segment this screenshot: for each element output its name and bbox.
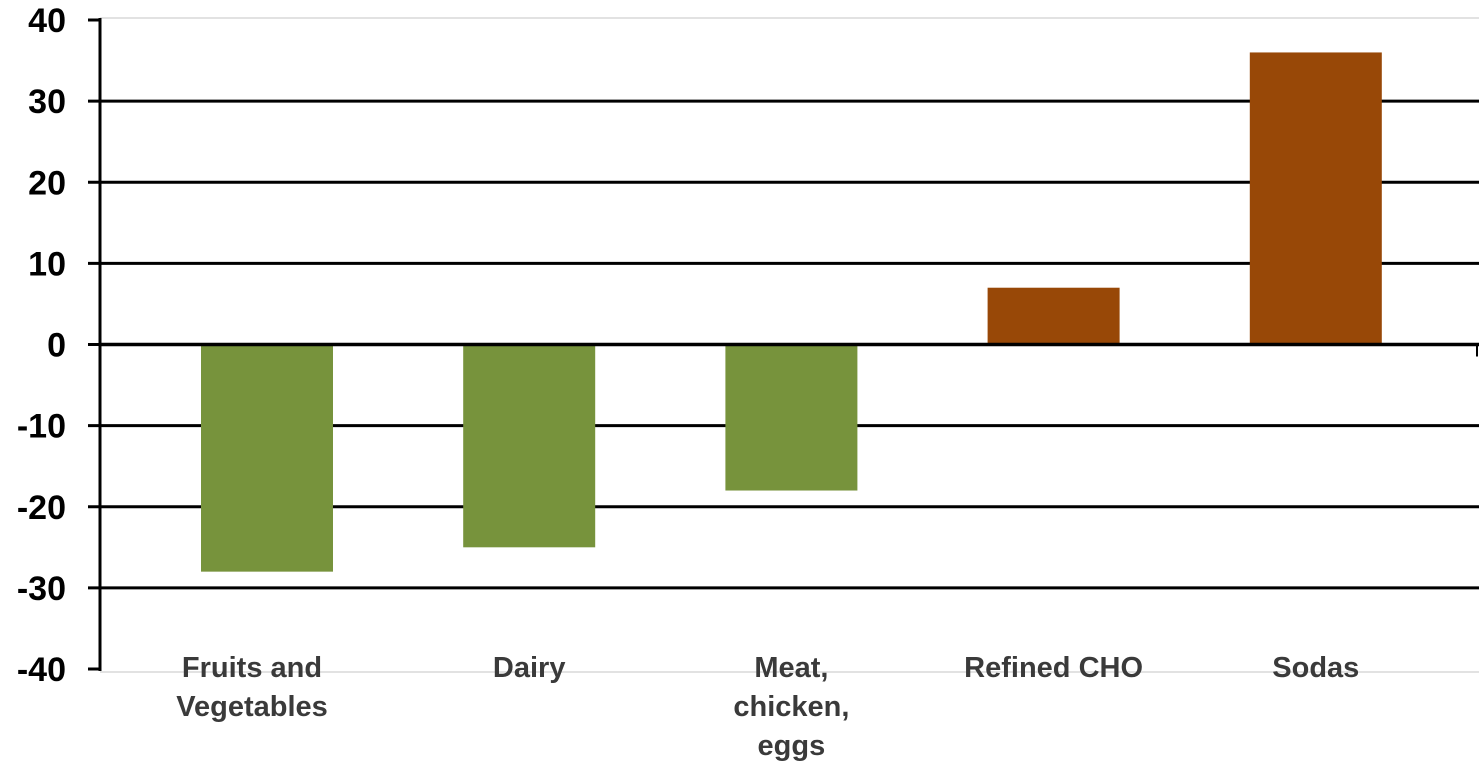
category-label: Refined CHO	[964, 652, 1143, 684]
bars	[201, 52, 1382, 572]
bar	[201, 344, 333, 572]
y-tick-labels: 40 30 20 10 0 -10 -20 -30 -40	[17, 2, 66, 689]
category-label-line: Fruits and	[182, 652, 322, 684]
category-label-line: eggs	[758, 730, 826, 762]
y-tick-label: 0	[47, 327, 66, 365]
y-tick-label: -40	[17, 651, 66, 689]
category-label: Dairy	[493, 652, 566, 684]
y-tick-label: -10	[17, 408, 66, 446]
axes	[88, 18, 1479, 671]
category-labels: Fruits and Vegetables Dairy Meat, chicken, eg…	[176, 652, 1359, 762]
y-tick-label: 40	[28, 2, 66, 40]
bar	[987, 287, 1120, 345]
category-label: Fruits and Vegetables	[176, 652, 328, 723]
category-label-line: Refined CHO	[964, 652, 1143, 684]
y-tick-label: 30	[28, 83, 66, 121]
category-label-line: chicken,	[733, 691, 849, 723]
category-label-line: Meat,	[754, 652, 828, 684]
category-label-line: Sodas	[1272, 652, 1359, 684]
category-label: Meat, chicken, eggs	[733, 652, 849, 762]
y-tick-label: -30	[17, 570, 66, 608]
y-tick-label: 10	[28, 245, 66, 283]
category-label-line: Dairy	[493, 652, 566, 684]
bar	[1249, 52, 1382, 345]
category-label-line: Vegetables	[176, 691, 328, 723]
y-tick-label: -20	[17, 489, 66, 527]
y-tick-label: 20	[28, 164, 66, 202]
bar	[725, 344, 858, 491]
category-label: Sodas	[1272, 652, 1359, 684]
bar	[463, 344, 596, 548]
